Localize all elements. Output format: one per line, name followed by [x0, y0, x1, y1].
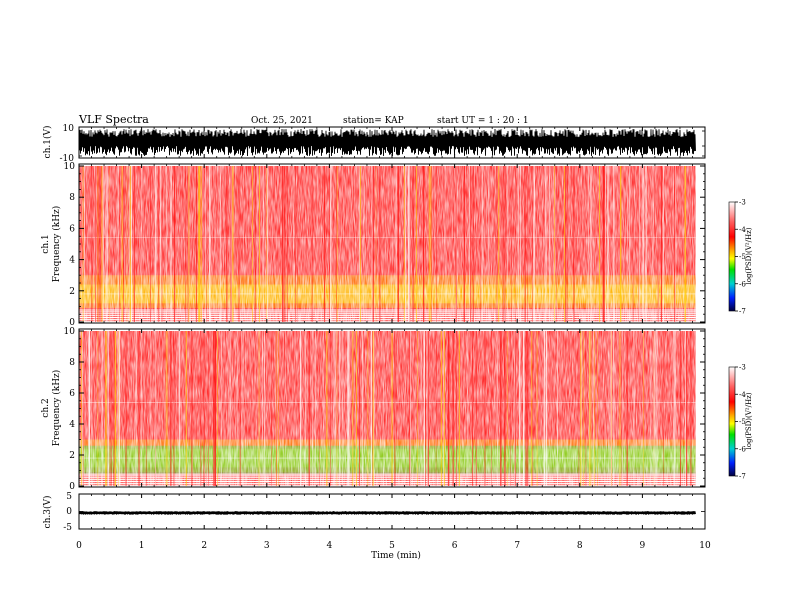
- y-tick-label: 10: [64, 162, 76, 172]
- x-tick-label: 1: [139, 541, 145, 551]
- ch3-waveform-line: [78, 511, 696, 515]
- ch1-spectrogram-ylabel-top: ch.1: [41, 234, 51, 253]
- ch1-waveform-line: [78, 128, 696, 157]
- station-label: station= KAP: [343, 116, 404, 126]
- colorbar-tick-label: -4: [739, 391, 746, 399]
- spectrogram-empty-area: [695, 166, 705, 322]
- figure-title: VLF Spectra: [78, 113, 149, 126]
- spectrogram-empty-area: [695, 331, 705, 486]
- y-tick-label: 6: [69, 224, 75, 234]
- ch2-spectrogram-yticks: 0 2 4 6 8 10: [64, 327, 705, 492]
- colorbar-tick-label: -5: [739, 253, 746, 261]
- waveform-yticks: [79, 130, 705, 530]
- ch2-spectrogram-columns: [81, 331, 705, 486]
- x-tick-label: 3: [264, 541, 270, 551]
- ch1-colorbar: [728, 201, 736, 312]
- y-tick-label: 2: [69, 287, 75, 297]
- ch3-ytick-top: 5: [66, 492, 72, 502]
- time-axis-label: Time (min): [371, 550, 421, 561]
- start-time-label: start UT = 1 : 20 : 1: [437, 116, 529, 126]
- y-tick-label: 2: [69, 451, 75, 461]
- x-tick-label: 9: [640, 541, 646, 551]
- ch1-spectrogram-columns: [82, 166, 705, 322]
- colorbar-tick-label: -7: [739, 308, 746, 316]
- ch3-ytick-mid: 0: [66, 507, 72, 517]
- colorbar-tick-label: -3: [739, 199, 746, 207]
- y-tick-label: 6: [69, 389, 75, 399]
- colorbar-tick-label: -7: [739, 473, 746, 481]
- y-tick-label: 0: [69, 318, 75, 328]
- ch2-spectrogram-noise: [79, 331, 696, 486]
- ch2-colorbar: [728, 366, 736, 477]
- colorbar-tick-label: -6: [739, 280, 746, 288]
- ch2-colorbar-label: log(PSD)(V²/Hz): [745, 392, 753, 449]
- ch1-waveform-ylabel: ch.1(V): [42, 126, 53, 159]
- x-tick-label: 10: [699, 541, 711, 551]
- y-tick-label: 8: [69, 358, 75, 368]
- colorbar-tick-label: -6: [739, 445, 746, 453]
- x-tick-label: 8: [577, 541, 583, 551]
- ch3-waveform-ylabel: ch.3(V): [42, 496, 53, 529]
- ch2-colorbar-ticks: -3 -4 -5 -6 -7: [735, 364, 746, 481]
- ch1-spectrogram-ylabel-bottom: Frequency (kHz): [51, 206, 62, 283]
- y-tick-label: 10: [64, 327, 76, 337]
- ch1-colorbar-label: log(PSD)(V²/Hz): [745, 227, 753, 284]
- ch3-ytick-bottom: -5: [63, 523, 72, 533]
- time-axis-tick-labels: 0 1 2 3 4 5 6 7 8 9 10: [76, 541, 711, 551]
- y-tick-label: 4: [69, 420, 75, 430]
- y-tick-label: 8: [69, 193, 75, 203]
- x-tick-label: 7: [514, 541, 520, 551]
- colorbar-tick-label: -5: [739, 418, 746, 426]
- y-tick-label: 0: [69, 482, 75, 492]
- ch1-spectrogram-noise: [79, 166, 696, 322]
- ch1-colorbar-ticks: -3 -4 -5 -6 -7: [735, 199, 746, 316]
- ch1-ytick-bottom: -10: [60, 154, 75, 164]
- x-tick-label: 4: [327, 541, 333, 551]
- colorbar-tick-label: -4: [739, 226, 746, 234]
- ch1-ytick-top: 10: [63, 124, 75, 134]
- y-tick-label: 4: [69, 256, 75, 266]
- x-tick-label: 0: [76, 541, 82, 551]
- ch2-spectrogram-ylabel-bottom: Frequency (kHz): [51, 370, 62, 447]
- date-label: Oct. 25, 2021: [251, 116, 313, 126]
- ch1-spectrogram-yticks: 0 2 4 6 8 10: [64, 162, 705, 328]
- time-axis-ticks: [78, 127, 706, 529]
- ch2-spectrogram-ylabel-top: ch.2: [41, 398, 51, 417]
- x-tick-label: 2: [201, 541, 207, 551]
- colorbar-tick-label: -3: [739, 364, 746, 372]
- x-tick-label: 6: [452, 541, 458, 551]
- x-tick-label: 5: [389, 541, 395, 551]
